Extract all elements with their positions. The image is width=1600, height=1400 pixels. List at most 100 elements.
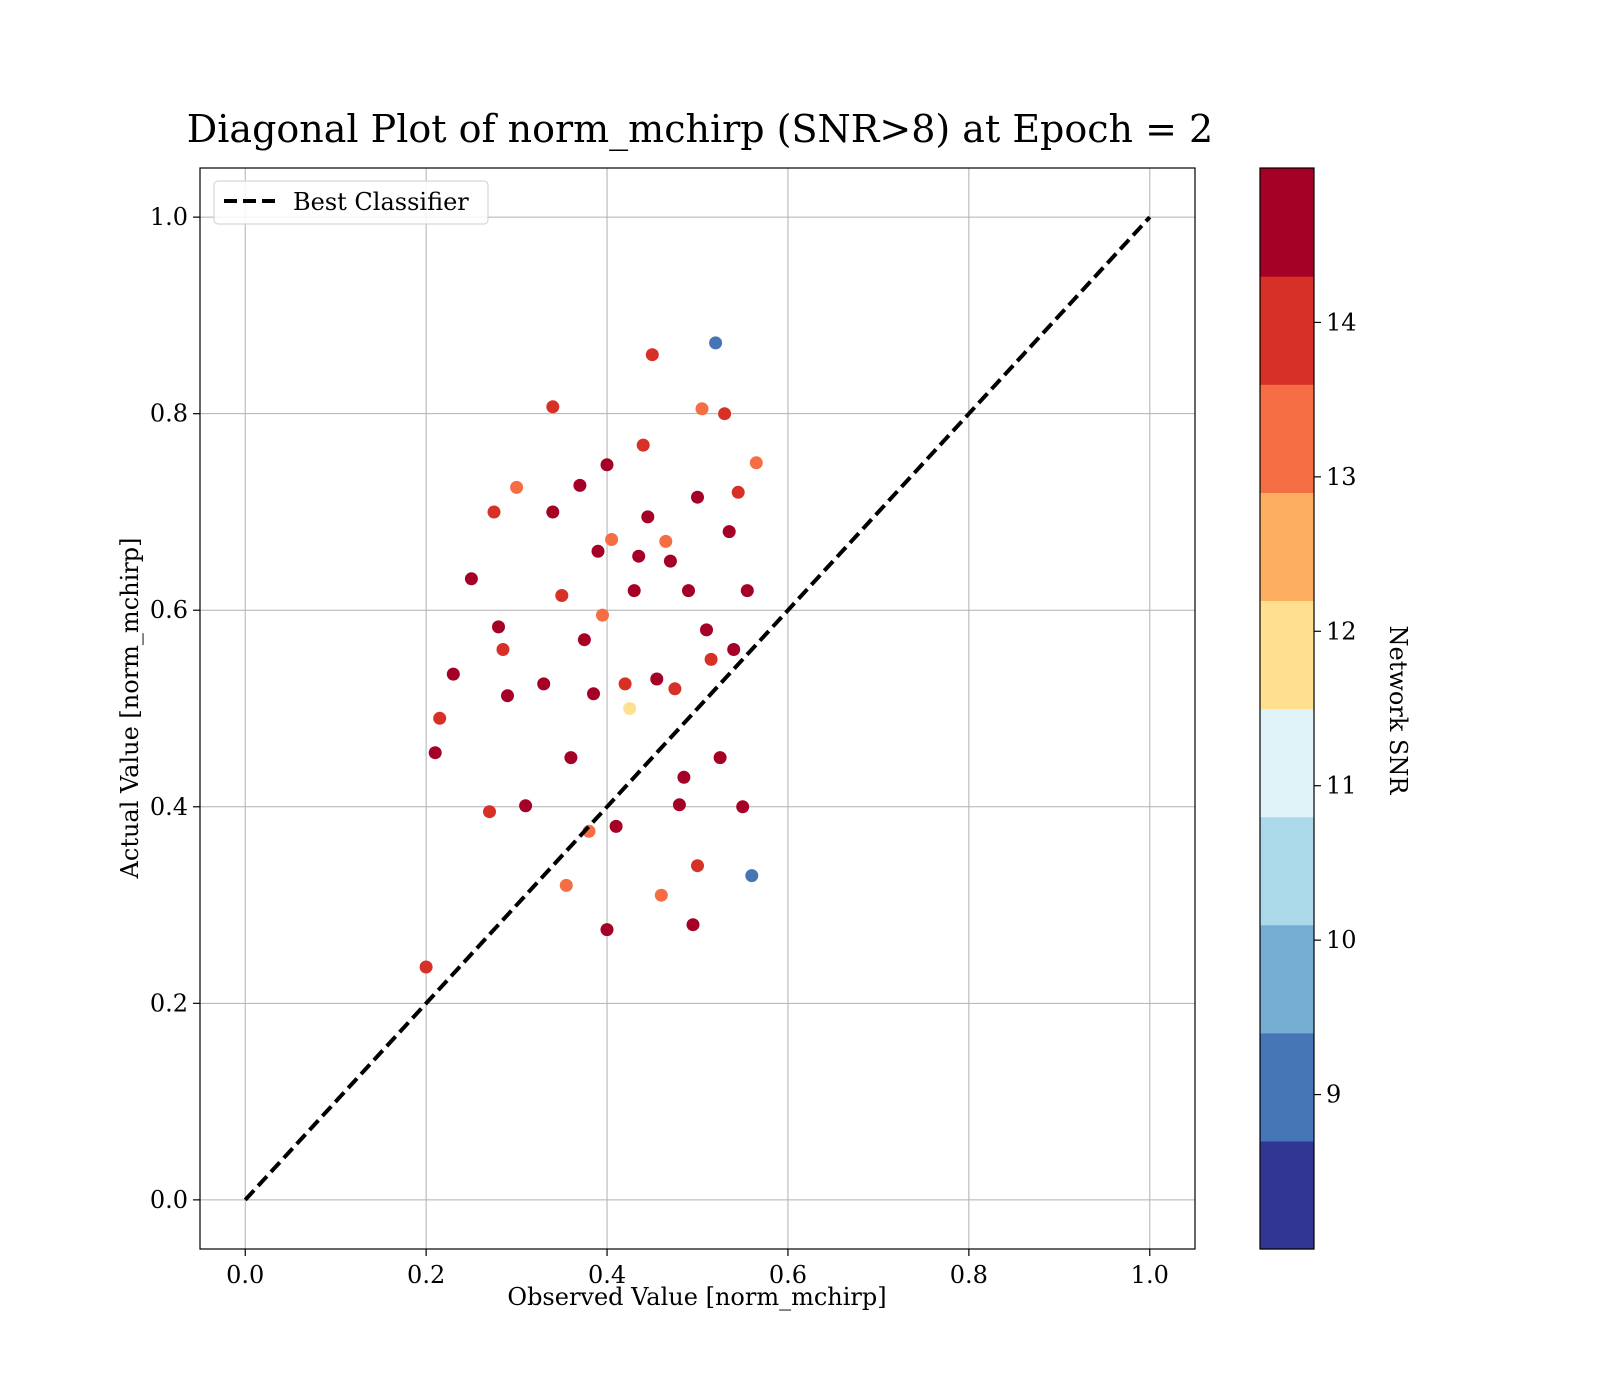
colorbar-segment bbox=[1260, 924, 1314, 1034]
colorbar-tick-label: 10 bbox=[1326, 926, 1357, 954]
scatter-point bbox=[446, 667, 460, 681]
scatter-point bbox=[704, 652, 718, 666]
scatter-point bbox=[483, 805, 496, 819]
scatter-point bbox=[428, 746, 442, 760]
scatter-point bbox=[709, 336, 723, 350]
colorbar-tick-label: 13 bbox=[1326, 463, 1357, 491]
x-tick-label: 0.0 bbox=[226, 1261, 264, 1289]
scatter-point bbox=[713, 751, 727, 765]
y-axis-ticks: 0.0 0.2 0.4 0.6 0.8 1.0 bbox=[150, 203, 200, 1214]
scatter-point bbox=[618, 677, 632, 691]
scatter-point bbox=[596, 608, 609, 622]
colorbar-segment bbox=[1260, 276, 1314, 385]
scatter-point bbox=[600, 923, 614, 937]
scatter-point bbox=[749, 456, 763, 470]
scatter-point bbox=[672, 798, 686, 812]
scatter-point bbox=[555, 589, 569, 602]
scatter-point bbox=[682, 584, 695, 598]
colorbar-segment bbox=[1260, 708, 1314, 818]
scatter-point bbox=[722, 525, 736, 539]
colorbar-segment bbox=[1260, 1032, 1314, 1142]
scatter-point bbox=[591, 544, 605, 558]
legend: Best Classifier bbox=[213, 180, 489, 225]
colorbar-label: Network SNR bbox=[1384, 626, 1412, 796]
scatter-point bbox=[663, 554, 677, 568]
colorbar-segment bbox=[1260, 816, 1314, 926]
scatter-points bbox=[419, 336, 763, 974]
y-tick-label: 1.0 bbox=[150, 203, 188, 231]
x-tick-label: 1.0 bbox=[1131, 1261, 1169, 1289]
colorbar-segment bbox=[1260, 600, 1314, 710]
scatter-point bbox=[519, 799, 533, 813]
scatter-point bbox=[691, 859, 704, 873]
scatter-point bbox=[501, 689, 514, 703]
legend-entry-best-classifier: Best Classifier bbox=[293, 188, 469, 216]
legend-box bbox=[213, 180, 489, 225]
chart-title: Diagonal Plot of norm_mchirp (SNR>8) at … bbox=[187, 107, 1213, 152]
best-classifier-dashed-line bbox=[243, 215, 1152, 1202]
scatter-point bbox=[641, 510, 655, 524]
scatter-point bbox=[487, 505, 501, 519]
scatter-point bbox=[627, 584, 641, 598]
colorbar-tick-label: 11 bbox=[1326, 772, 1357, 800]
scatter-point bbox=[605, 533, 619, 546]
y-tick-label: 0.8 bbox=[150, 400, 188, 428]
scatter-point bbox=[587, 687, 600, 701]
colorbar-tick-label: 14 bbox=[1326, 308, 1357, 336]
scatter-point bbox=[496, 643, 510, 656]
scatter-point bbox=[433, 711, 447, 725]
x-axis-label: Observed Value [norm_mchirp] bbox=[507, 1283, 886, 1311]
colorbar-segment bbox=[1260, 1140, 1314, 1250]
scatter-point bbox=[577, 633, 591, 647]
scatter-point bbox=[600, 458, 614, 472]
y-tick-label: 0.0 bbox=[150, 1186, 188, 1214]
scatter-point bbox=[510, 480, 524, 494]
best-classifier-line bbox=[243, 215, 1152, 1202]
scatter-point bbox=[740, 584, 754, 598]
colorbar-tick-label: 9 bbox=[1326, 1081, 1341, 1109]
scatter-point bbox=[559, 878, 573, 892]
colorbar: 9 10 11 12 13 14 bbox=[1259, 167, 1357, 1250]
x-tick-label: 0.2 bbox=[407, 1261, 445, 1289]
plot-frame bbox=[199, 167, 1196, 1250]
y-tick-label: 0.6 bbox=[150, 596, 188, 624]
scatter-point bbox=[573, 478, 587, 492]
scatter-point bbox=[419, 960, 433, 974]
scatter-point bbox=[464, 572, 478, 586]
scatter-point bbox=[718, 407, 732, 421]
x-tick-label: 0.4 bbox=[588, 1261, 626, 1289]
scatter-point bbox=[727, 643, 741, 656]
scatter-point bbox=[654, 888, 668, 902]
scatter-point bbox=[623, 702, 637, 715]
scatter-point bbox=[677, 770, 691, 784]
scatter-point bbox=[686, 918, 700, 932]
scatter-point bbox=[668, 682, 682, 696]
scatter-point bbox=[731, 485, 745, 499]
scatter-point bbox=[691, 490, 704, 504]
colorbar-segment bbox=[1260, 492, 1314, 601]
scatter-point bbox=[632, 549, 646, 563]
scatter-point bbox=[659, 534, 673, 548]
scatter-point bbox=[645, 348, 659, 362]
y-tick-label: 0.4 bbox=[150, 793, 188, 821]
y-tick-label: 0.2 bbox=[150, 989, 188, 1017]
x-axis-ticks: 0.0 0.2 0.4 0.6 0.8 1.0 bbox=[226, 1249, 1169, 1289]
scatter-point bbox=[546, 505, 560, 519]
scatter-point bbox=[695, 402, 709, 416]
scatter-point bbox=[650, 672, 664, 686]
x-tick-label: 0.8 bbox=[950, 1261, 988, 1289]
scatter-point bbox=[564, 751, 578, 765]
scatter-point bbox=[537, 677, 551, 691]
colorbar-segment bbox=[1260, 168, 1314, 277]
scatter-point bbox=[609, 819, 623, 833]
scatter-point bbox=[546, 400, 560, 414]
scatter-point bbox=[700, 623, 713, 637]
scatter-point bbox=[636, 438, 650, 452]
colorbar-segment bbox=[1260, 384, 1314, 493]
scatter-point bbox=[736, 800, 750, 814]
scatter-point bbox=[492, 620, 505, 634]
y-axis-label: Actual Value [norm_mchirp] bbox=[116, 538, 144, 880]
x-tick-label: 0.6 bbox=[769, 1261, 807, 1289]
colorbar-frame bbox=[1259, 167, 1315, 1250]
